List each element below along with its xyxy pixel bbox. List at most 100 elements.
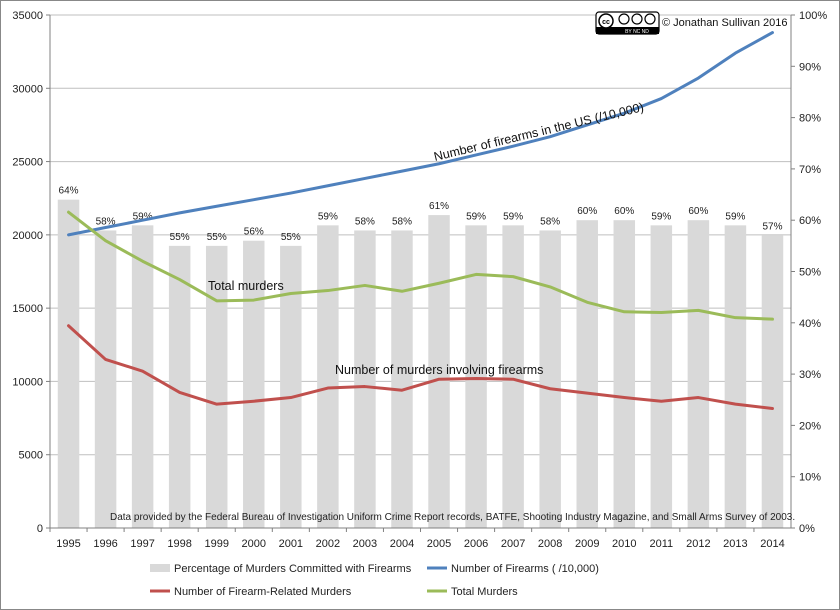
bar-label: 64% <box>59 186 79 197</box>
bar-label: 59% <box>466 211 486 222</box>
noncommercial-icon <box>631 13 643 25</box>
annotation-firearm-murders: Number of murders involving firearms <box>335 363 543 377</box>
left-tick-label: 15000 <box>12 303 43 315</box>
x-tick-label: 2014 <box>760 538 784 550</box>
left-tick-label: 25000 <box>12 157 43 169</box>
x-tick-label: 1998 <box>167 538 191 550</box>
left-axis-ticks: 0 5000 10000 15000 20000 25000 30000 35000 <box>12 10 50 535</box>
right-tick-label: 60% <box>799 215 821 227</box>
bar <box>650 225 673 528</box>
source-note: Data provided by the Federal Bureau of I… <box>110 512 795 523</box>
bar-label: 58% <box>392 216 412 227</box>
x-tick-label: 2012 <box>686 538 710 550</box>
left-tick-label: 20000 <box>12 230 43 242</box>
bar-label: 59% <box>133 211 153 222</box>
x-tick-label: 2003 <box>353 538 377 550</box>
x-tick-label: 2009 <box>575 538 599 550</box>
bar-label: 58% <box>540 216 560 227</box>
legend-label-pct: Percentage of Murders Committed with Fir… <box>174 563 412 575</box>
bar <box>280 245 302 528</box>
left-tick-label: 5000 <box>19 450 43 462</box>
x-tick-label: 1999 <box>204 538 228 550</box>
series-line <box>67 324 774 411</box>
left-tick-label: 10000 <box>12 376 43 388</box>
lines-group <box>67 31 774 411</box>
cc-license-badge: cc BY NC ND <box>595 11 660 35</box>
x-tick-label: 2006 <box>464 538 488 550</box>
bar-label: 58% <box>355 216 375 227</box>
x-tick-label: 2000 <box>242 538 266 550</box>
annotation-total-murders: Total murders <box>208 279 284 293</box>
bar <box>131 225 154 528</box>
bar <box>724 225 747 528</box>
x-axis-ticks: 1995 1996 1997 1998 1999 2000 2001 2002 2003 2004… <box>49 528 785 550</box>
bar-label: 59% <box>725 211 745 222</box>
bar-percentage-labels: 64% 58% 59% 55% 55% 56% 55% 59% 58% 58% 61% 59% 59% 5… <box>59 186 783 243</box>
x-tick-label: 2011 <box>649 538 673 550</box>
bar <box>761 235 784 528</box>
series-line <box>67 210 774 321</box>
bar-label: 59% <box>318 211 338 222</box>
right-tick-label: 20% <box>799 420 821 432</box>
right-tick-label: 50% <box>799 267 821 279</box>
x-tick-label: 1996 <box>93 538 117 550</box>
x-tick-label: 2004 <box>390 538 414 550</box>
bar-label: 56% <box>244 227 264 238</box>
bar <box>57 199 80 528</box>
bar-label: 60% <box>688 206 708 217</box>
bar-label: 59% <box>651 211 671 222</box>
bar <box>465 225 487 528</box>
x-tick-label: 2008 <box>538 538 562 550</box>
right-tick-label: 80% <box>799 113 821 125</box>
x-tick-label: 2013 <box>723 538 747 550</box>
bar-label: 55% <box>281 232 301 243</box>
x-tick-label: 2010 <box>612 538 636 550</box>
right-tick-label: 100% <box>799 10 827 22</box>
bar <box>317 225 339 528</box>
bar-label: 61% <box>429 201 449 212</box>
bar <box>243 240 265 528</box>
x-tick-label: 2007 <box>501 538 525 550</box>
legend: Percentage of Murders Committed with Fir… <box>150 563 599 598</box>
right-tick-label: 10% <box>799 472 821 484</box>
bar <box>687 220 710 528</box>
right-tick-label: 0% <box>799 523 815 535</box>
bar <box>391 230 413 528</box>
bar <box>539 230 561 528</box>
right-tick-label: 30% <box>799 369 821 381</box>
cc-icon <box>598 13 614 29</box>
legend-label-firearm-murders: Number of Firearm-Related Murders <box>174 586 352 598</box>
bar <box>205 245 228 528</box>
copyright-text: © Jonathan Sullivan 2016 <box>662 17 788 29</box>
bar-label: 60% <box>614 206 634 217</box>
right-tick-label: 40% <box>799 318 821 330</box>
right-axis-ticks: 0% 10% 20% 30% 40% 50% 60% 70% 80% 90% 100% <box>791 10 827 535</box>
bar-label: 55% <box>207 232 227 243</box>
x-tick-label: 2005 <box>427 538 451 550</box>
bar-label: 55% <box>170 232 190 243</box>
legend-label-total: Total Murders <box>451 586 518 598</box>
license-badge-strip <box>596 27 659 34</box>
right-tick-label: 70% <box>799 164 821 176</box>
bar <box>94 230 117 528</box>
bar <box>354 230 376 528</box>
cc-icon-text: cc <box>602 19 610 26</box>
license-terms-text: BY NC ND <box>625 29 649 35</box>
legend-swatch-pct <box>150 564 170 572</box>
x-tick-label: 1997 <box>130 538 154 550</box>
noderivatives-icon <box>644 13 656 25</box>
bar <box>576 220 598 528</box>
x-tick-label: 2001 <box>279 538 303 550</box>
bars-group <box>57 199 784 528</box>
left-tick-label: 35000 <box>12 10 43 22</box>
series-line <box>67 31 774 237</box>
x-tick-label: 1995 <box>56 538 80 550</box>
right-tick-label: 90% <box>799 61 821 73</box>
x-tick-label: 2002 <box>316 538 340 550</box>
bar-label: 60% <box>577 206 597 217</box>
bar-label: 57% <box>762 222 782 233</box>
left-tick-label: 0 <box>37 523 43 535</box>
bar-label: 58% <box>96 216 116 227</box>
